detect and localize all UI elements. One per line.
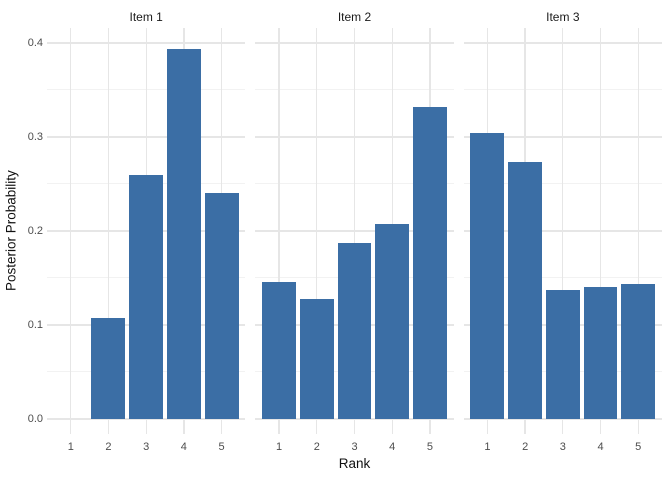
facet-panel (255, 28, 454, 434)
bar-rank-5 (621, 283, 656, 419)
x-axis-tick-label: 5 (218, 441, 225, 453)
bar-rank-4 (166, 48, 201, 419)
gridline-vertical-major (637, 28, 639, 434)
x-axis-tick-label: 1 (276, 441, 283, 453)
gridline-vertical-major (107, 28, 110, 434)
gridline-vertical-major (316, 28, 318, 434)
facet-strip-label: Item 2 (337, 10, 372, 24)
bar-rank-4 (375, 224, 410, 419)
bar-rank-3 (545, 290, 580, 419)
x-axis-tick-label: 3 (559, 441, 566, 453)
y-axis-tick-label: 0.4 (27, 36, 43, 49)
x-axis-tick-label: 2 (522, 441, 529, 453)
x-axis-tick-label: 5 (635, 441, 642, 453)
x-axis-tick-label: 4 (389, 441, 396, 453)
gridline-vertical-major (278, 28, 280, 434)
x-axis-tick-label: 4 (180, 441, 187, 453)
x-axis-tick-label: 4 (597, 441, 604, 453)
y-axis-tick-label: 0.2 (27, 224, 43, 237)
x-axis-tick-label: 5 (426, 441, 433, 453)
x-axis-tick-label: 3 (351, 441, 358, 453)
bar-rank-2 (91, 318, 126, 419)
bar-rank-3 (337, 243, 372, 419)
gridline-vertical-major (70, 28, 72, 434)
facet-strip-label: Item 3 (546, 10, 580, 24)
y-axis-tick-label: 0.1 (27, 318, 43, 331)
gridline-vertical-major (599, 28, 602, 434)
x-axis-title: Rank (338, 456, 371, 471)
bar-rank-2 (299, 298, 334, 419)
bar-rank-1 (262, 281, 297, 419)
x-axis-tick-label: 2 (313, 441, 320, 453)
bar-rank-5 (412, 106, 447, 419)
bar-rank-5 (204, 193, 239, 419)
bar-rank-4 (583, 287, 618, 419)
facet-panel (47, 28, 246, 434)
bar-rank-3 (129, 174, 164, 419)
x-axis-tick-label: 2 (105, 441, 112, 453)
x-axis-tick-label: 3 (143, 441, 150, 453)
x-axis-tick-label: 1 (67, 441, 74, 453)
x-axis-tick-label: 1 (484, 441, 491, 453)
gridline-vertical-major (562, 28, 564, 434)
y-axis-tick-label: 0.0 (27, 412, 43, 425)
facet-strip-label: Item 1 (129, 10, 163, 24)
bar-rank-2 (508, 162, 543, 419)
gridline-vertical-major (353, 28, 356, 434)
bar-rank-1 (470, 133, 505, 419)
facet-panel (463, 28, 662, 434)
y-axis-tick-label: 0.3 (27, 130, 43, 143)
